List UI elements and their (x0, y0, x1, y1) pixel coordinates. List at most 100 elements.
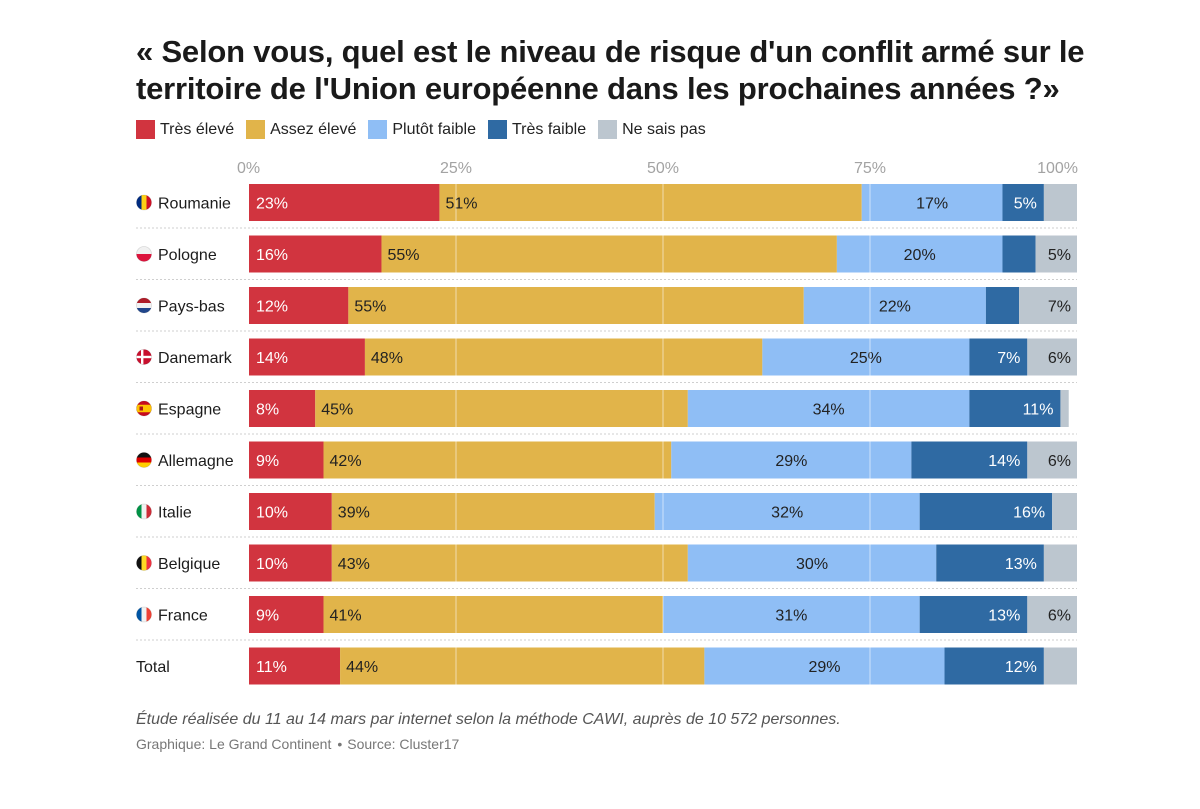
bar-segment (1060, 390, 1069, 427)
bar-segment (704, 647, 945, 685)
data-label: 55% (387, 247, 419, 264)
bar-segment (1052, 493, 1077, 530)
bar-segment (654, 493, 920, 530)
data-label: 7% (997, 350, 1020, 367)
bar-segment (323, 596, 663, 633)
category-label: Italie (158, 505, 192, 522)
legend-swatch (368, 120, 388, 139)
category-label: Espagne (158, 402, 221, 419)
data-label: 5% (1014, 196, 1037, 213)
flag-pl-icon (136, 246, 152, 262)
bar-row: Danemark 14% 48% 25% 7% 6% (158, 338, 1077, 376)
bar-segment (919, 493, 1053, 530)
legend-item-assez-eleve: Assez élevé (246, 120, 356, 139)
legend-item-ne-sais-pas: Ne sais pas (598, 120, 706, 139)
data-label: 23% (256, 196, 288, 213)
flag-cross (136, 355, 152, 359)
data-label: 20% (904, 247, 936, 264)
data-label: 48% (371, 350, 403, 367)
bar-segment (985, 287, 1020, 324)
data-label: 7% (1048, 299, 1071, 316)
legend-swatch (246, 120, 266, 139)
bar-segment (836, 235, 1003, 273)
bar-segment (663, 596, 920, 633)
data-label: 10% (256, 556, 288, 573)
legend-label: Très élevé (160, 120, 235, 138)
flag-dk-icon (136, 349, 152, 365)
bar-segment (340, 647, 705, 685)
flag-nl-icon (136, 298, 152, 313)
bar-segment (249, 596, 324, 633)
bar-segment (381, 235, 837, 273)
bar-segment (249, 338, 365, 376)
data-label: 9% (256, 608, 279, 625)
data-label: 5% (1048, 247, 1071, 264)
bar-segment (249, 287, 349, 324)
flag-outline (136, 194, 152, 211)
bar-segment (969, 390, 1061, 427)
flag-it-icon (136, 504, 152, 519)
bar-segment (1043, 544, 1077, 582)
data-label: 11% (1023, 402, 1054, 419)
category-label: Pays-bas (158, 299, 225, 316)
data-label: 13% (988, 608, 1020, 625)
data-label: 41% (330, 608, 362, 625)
bar-segment (1043, 184, 1077, 221)
bar-row: Roumanie 23% 51% 17% 5% (158, 184, 1077, 221)
graphic-credit: Graphique: Le Grand Continent (136, 736, 332, 752)
legend-item-plutot-faible: Plutôt faible (368, 120, 476, 139)
flag-be-icon (136, 555, 152, 571)
bar-segment (439, 184, 862, 221)
bar-row: Belgique 10% 43% 30% 13% (158, 544, 1077, 582)
legend-swatch (598, 120, 618, 139)
x-tick-label: 0% (237, 160, 260, 177)
bar-row: Pays-bas 12% 55% 22% 7% (158, 287, 1077, 324)
flag-band (136, 308, 152, 313)
flag-emblem (139, 406, 143, 411)
legend-label: Assez élevé (270, 120, 357, 138)
bar-segment (969, 338, 1028, 376)
data-label: 31% (775, 608, 807, 625)
legend-label: Plutôt faible (392, 120, 476, 138)
category-label: France (158, 608, 208, 625)
legend-label: Ne sais pas (622, 120, 706, 138)
flag-outline (136, 400, 152, 417)
flag-band (141, 607, 147, 622)
flag-band (136, 303, 152, 309)
bar-segment (687, 544, 937, 582)
bar-segment (1019, 287, 1077, 324)
bar-row: Italie 10% 39% 32% 16% (158, 493, 1077, 530)
flag-band (146, 504, 152, 519)
data-label: 34% (813, 402, 845, 419)
bar-segment (364, 338, 763, 376)
footnote: Étude réalisée du 11 au 14 mars par inte… (136, 711, 841, 728)
bar-segment (249, 390, 316, 427)
bar-segment (331, 493, 655, 530)
bar-segment (762, 338, 970, 376)
data-label: 51% (445, 196, 477, 213)
x-tick-label: 75% (854, 160, 886, 177)
bar-segment (1002, 184, 1044, 221)
flag-outline (136, 297, 152, 314)
data-label: 42% (330, 453, 362, 470)
data-label: 30% (796, 556, 828, 573)
data-label: 44% (346, 659, 378, 676)
data-label: 14% (256, 350, 288, 367)
data-label: 25% (850, 350, 882, 367)
legend-item-tres-eleve: Très élevé (136, 120, 234, 139)
category-label: Roumanie (158, 196, 231, 213)
flag-band (141, 504, 147, 519)
data-label: 55% (354, 299, 386, 316)
bar-segment (249, 647, 341, 685)
data-label: 6% (1048, 453, 1071, 470)
bar-segment (919, 596, 1028, 633)
credit-separator: • (337, 736, 343, 752)
flag-outline (136, 606, 152, 623)
chart-title: « Selon vous, quel est le niveau de risq… (136, 34, 1085, 106)
data-label: 9% (256, 453, 279, 470)
bar-segment (331, 544, 688, 582)
flag-band (136, 607, 142, 622)
category-label: Danemark (158, 350, 233, 367)
legend-swatch (136, 120, 155, 139)
category-label: Allemagne (158, 453, 234, 470)
